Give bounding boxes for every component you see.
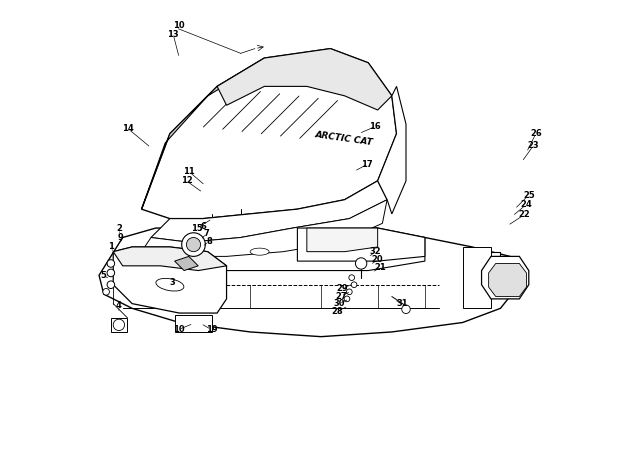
Text: 6: 6 [201,222,207,231]
Text: 31: 31 [397,299,408,308]
Ellipse shape [250,248,269,255]
Polygon shape [377,86,406,214]
Polygon shape [175,315,213,332]
Polygon shape [297,228,425,261]
Text: 22: 22 [518,210,530,219]
Text: 13: 13 [168,30,179,39]
Circle shape [356,258,367,269]
Text: 15: 15 [191,224,203,233]
Text: 16: 16 [369,122,381,131]
Text: 26: 26 [530,129,542,138]
Text: ARCTIC CAT: ARCTIC CAT [314,130,373,147]
Circle shape [107,269,115,277]
Text: 27: 27 [335,292,347,301]
Circle shape [349,275,354,280]
Text: 8: 8 [206,237,212,246]
Polygon shape [141,200,387,256]
Polygon shape [217,48,392,110]
Polygon shape [463,247,491,308]
Text: 7: 7 [204,229,209,238]
Circle shape [182,233,205,256]
Circle shape [186,238,200,252]
Polygon shape [99,228,519,337]
Text: 1: 1 [108,242,114,251]
Text: 24: 24 [521,200,532,209]
Polygon shape [113,247,227,313]
Polygon shape [141,58,265,209]
Text: 23: 23 [528,141,539,150]
Polygon shape [141,48,397,218]
Text: 25: 25 [523,190,535,200]
Text: 17: 17 [361,160,373,169]
Circle shape [107,281,115,288]
Polygon shape [179,228,425,271]
Polygon shape [489,264,526,296]
Polygon shape [151,181,387,242]
Circle shape [351,282,357,287]
Text: 3: 3 [169,278,175,287]
Polygon shape [113,247,227,271]
Text: 5: 5 [100,271,106,280]
Text: 21: 21 [374,263,386,272]
Circle shape [344,296,350,302]
Text: 9: 9 [118,233,124,242]
Ellipse shape [156,278,184,291]
Polygon shape [175,256,198,271]
Circle shape [107,260,115,267]
Text: 4: 4 [116,302,122,311]
Circle shape [347,289,352,294]
Text: 10: 10 [173,325,184,334]
Text: 28: 28 [332,307,343,316]
Text: 10: 10 [173,20,184,29]
Polygon shape [482,256,529,299]
Polygon shape [477,252,501,294]
Text: 32: 32 [370,247,381,256]
Circle shape [402,305,410,314]
Polygon shape [307,228,377,252]
Circle shape [103,288,109,295]
Circle shape [113,319,125,331]
Text: 30: 30 [333,299,345,308]
Text: 20: 20 [372,255,383,264]
Text: 2: 2 [116,225,122,234]
Text: 12: 12 [180,176,193,185]
Text: 14: 14 [123,124,134,133]
Text: 11: 11 [183,167,195,176]
Text: 29: 29 [336,284,348,293]
Text: 19: 19 [205,325,217,334]
Polygon shape [111,318,127,332]
